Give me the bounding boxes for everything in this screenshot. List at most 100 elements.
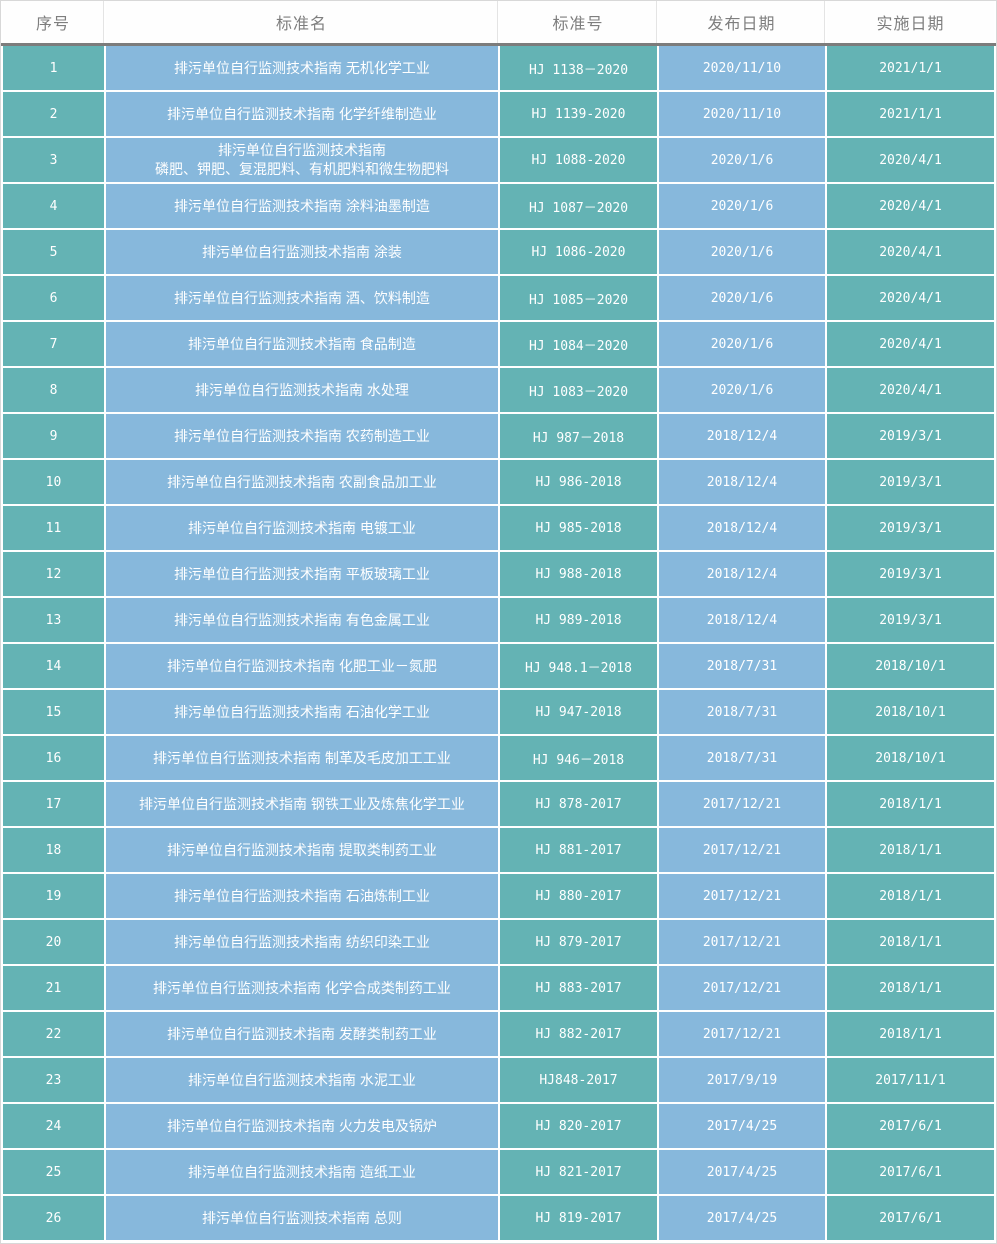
table-row: 2 排污单位自行监测技术指南 化学纤维制造业 HJ 1139-2020 2020… — [3, 92, 994, 138]
cell-publish-date: 2018/12/4 — [659, 414, 825, 458]
cell-index: 22 — [3, 1012, 104, 1056]
cell-implement-date: 2018/1/1 — [827, 828, 994, 872]
table-row: 15 排污单位自行监测技术指南 石油化学工业 HJ 947-2018 2018/… — [3, 690, 994, 736]
cell-standard-name: 排污单位自行监测技术指南 食品制造 — [106, 322, 498, 366]
cell-standard-code: HJ 1083－2020 — [500, 368, 657, 412]
cell-index: 5 — [3, 230, 104, 274]
cell-implement-date: 2019/3/1 — [827, 598, 994, 642]
cell-standard-name: 排污单位自行监测技术指南 化肥工业－氮肥 — [106, 644, 498, 688]
cell-standard-code: HJ 1087－2020 — [500, 184, 657, 228]
table-row: 22 排污单位自行监测技术指南 发酵类制药工业 HJ 882-2017 2017… — [3, 1012, 994, 1058]
table-row: 26 排污单位自行监测技术指南 总则 HJ 819-2017 2017/4/25… — [3, 1196, 994, 1242]
cell-index: 4 — [3, 184, 104, 228]
cell-standard-name: 排污单位自行监测技术指南 总则 — [106, 1196, 498, 1240]
cell-standard-name: 排污单位自行监测技术指南 酒、饮料制造 — [106, 276, 498, 320]
cell-standard-code: HJ 987－2018 — [500, 414, 657, 458]
table-row: 21 排污单位自行监测技术指南 化学合成类制药工业 HJ 883-2017 20… — [3, 966, 994, 1012]
table-row: 18 排污单位自行监测技术指南 提取类制药工业 HJ 881-2017 2017… — [3, 828, 994, 874]
cell-standard-name: 排污单位自行监测技术指南 造纸工业 — [106, 1150, 498, 1194]
cell-publish-date: 2017/4/25 — [659, 1104, 825, 1148]
cell-standard-code: HJ 1088-2020 — [500, 138, 657, 182]
cell-publish-date: 2018/7/31 — [659, 690, 825, 734]
cell-implement-date: 2017/11/1 — [827, 1058, 994, 1102]
cell-implement-date: 2020/4/1 — [827, 138, 994, 182]
cell-implement-date: 2020/4/1 — [827, 368, 994, 412]
cell-publish-date: 2017/9/19 — [659, 1058, 825, 1102]
cell-standard-name: 排污单位自行监测技术指南 农药制造工业 — [106, 414, 498, 458]
cell-standard-name: 排污单位自行监测技术指南 磷肥、钾肥、复混肥料、有机肥料和微生物肥料 — [106, 138, 498, 182]
cell-index: 10 — [3, 460, 104, 504]
cell-index: 25 — [3, 1150, 104, 1194]
cell-standard-code: HJ848-2017 — [500, 1058, 657, 1102]
cell-standard-name: 排污单位自行监测技术指南 无机化学工业 — [106, 46, 498, 90]
cell-index: 19 — [3, 874, 104, 918]
cell-implement-date: 2020/4/1 — [827, 276, 994, 320]
cell-index: 15 — [3, 690, 104, 734]
cell-standard-code: HJ 947-2018 — [500, 690, 657, 734]
cell-standard-code: HJ 986-2018 — [500, 460, 657, 504]
cell-publish-date: 2020/1/6 — [659, 368, 825, 412]
cell-index: 20 — [3, 920, 104, 964]
cell-implement-date: 2018/10/1 — [827, 644, 994, 688]
cell-standard-name: 排污单位自行监测技术指南 水泥工业 — [106, 1058, 498, 1102]
cell-publish-date: 2020/1/6 — [659, 276, 825, 320]
cell-implement-date: 2018/1/1 — [827, 920, 994, 964]
cell-implement-date: 2018/1/1 — [827, 874, 994, 918]
cell-standard-code: HJ 821-2017 — [500, 1150, 657, 1194]
cell-publish-date: 2018/7/31 — [659, 644, 825, 688]
cell-index: 14 — [3, 644, 104, 688]
column-header-implement-date: 实施日期 — [827, 1, 994, 43]
table-row: 12 排污单位自行监测技术指南 平板玻璃工业 HJ 988-2018 2018/… — [3, 552, 994, 598]
cell-standard-name: 排污单位自行监测技术指南 涂料油墨制造 — [106, 184, 498, 228]
cell-implement-date: 2019/3/1 — [827, 414, 994, 458]
cell-standard-code: HJ 880-2017 — [500, 874, 657, 918]
table-row: 1 排污单位自行监测技术指南 无机化学工业 HJ 1138－2020 2020/… — [3, 46, 994, 92]
column-header-standard-code: 标准号 — [500, 1, 657, 43]
cell-publish-date: 2020/1/6 — [659, 322, 825, 366]
cell-implement-date: 2021/1/1 — [827, 92, 994, 136]
cell-publish-date: 2018/12/4 — [659, 598, 825, 642]
table-row: 25 排污单位自行监测技术指南 造纸工业 HJ 821-2017 2017/4/… — [3, 1150, 994, 1196]
cell-publish-date: 2017/12/21 — [659, 782, 825, 826]
cell-publish-date: 2018/12/4 — [659, 552, 825, 596]
column-header-publish-date: 发布日期 — [659, 1, 825, 43]
table-body: 1 排污单位自行监测技术指南 无机化学工业 HJ 1138－2020 2020/… — [3, 46, 994, 1242]
table-row: 3 排污单位自行监测技术指南 磷肥、钾肥、复混肥料、有机肥料和微生物肥料 HJ … — [3, 138, 994, 184]
cell-index: 6 — [3, 276, 104, 320]
cell-standard-code: HJ 1139-2020 — [500, 92, 657, 136]
cell-standard-name: 排污单位自行监测技术指南 平板玻璃工业 — [106, 552, 498, 596]
cell-standard-name: 排污单位自行监测技术指南 石油化学工业 — [106, 690, 498, 734]
cell-standard-code: HJ 820-2017 — [500, 1104, 657, 1148]
table-row: 6 排污单位自行监测技术指南 酒、饮料制造 HJ 1085－2020 2020/… — [3, 276, 994, 322]
table-row: 13 排污单位自行监测技术指南 有色金属工业 HJ 989-2018 2018/… — [3, 598, 994, 644]
cell-publish-date: 2017/12/21 — [659, 1012, 825, 1056]
cell-publish-date: 2018/12/4 — [659, 460, 825, 504]
cell-standard-name: 排污单位自行监测技术指南 化学纤维制造业 — [106, 92, 498, 136]
cell-standard-name: 排污单位自行监测技术指南 钢铁工业及炼焦化学工业 — [106, 782, 498, 826]
cell-standard-name: 排污单位自行监测技术指南 有色金属工业 — [106, 598, 498, 642]
cell-implement-date: 2020/4/1 — [827, 184, 994, 228]
cell-standard-code: HJ 988-2018 — [500, 552, 657, 596]
cell-implement-date: 2018/10/1 — [827, 690, 994, 734]
cell-index: 21 — [3, 966, 104, 1010]
cell-index: 2 — [3, 92, 104, 136]
cell-publish-date: 2018/7/31 — [659, 736, 825, 780]
cell-standard-name: 排污单位自行监测技术指南 火力发电及锅炉 — [106, 1104, 498, 1148]
cell-standard-code: HJ 1138－2020 — [500, 46, 657, 90]
table-header-row: 序号 标准名 标准号 发布日期 实施日期 — [3, 1, 994, 43]
cell-index: 17 — [3, 782, 104, 826]
cell-standard-code: HJ 879-2017 — [500, 920, 657, 964]
cell-publish-date: 2020/1/6 — [659, 138, 825, 182]
table-row: 11 排污单位自行监测技术指南 电镀工业 HJ 985-2018 2018/12… — [3, 506, 994, 552]
cell-publish-date: 2017/12/21 — [659, 920, 825, 964]
cell-index: 16 — [3, 736, 104, 780]
cell-publish-date: 2020/1/6 — [659, 184, 825, 228]
cell-standard-code: HJ 819-2017 — [500, 1196, 657, 1240]
cell-standard-name: 排污单位自行监测技术指南 制革及毛皮加工工业 — [106, 736, 498, 780]
cell-implement-date: 2021/1/1 — [827, 46, 994, 90]
cell-standard-name: 排污单位自行监测技术指南 水处理 — [106, 368, 498, 412]
cell-implement-date: 2017/6/1 — [827, 1150, 994, 1194]
cell-implement-date: 2017/6/1 — [827, 1104, 994, 1148]
cell-publish-date: 2020/11/10 — [659, 46, 825, 90]
